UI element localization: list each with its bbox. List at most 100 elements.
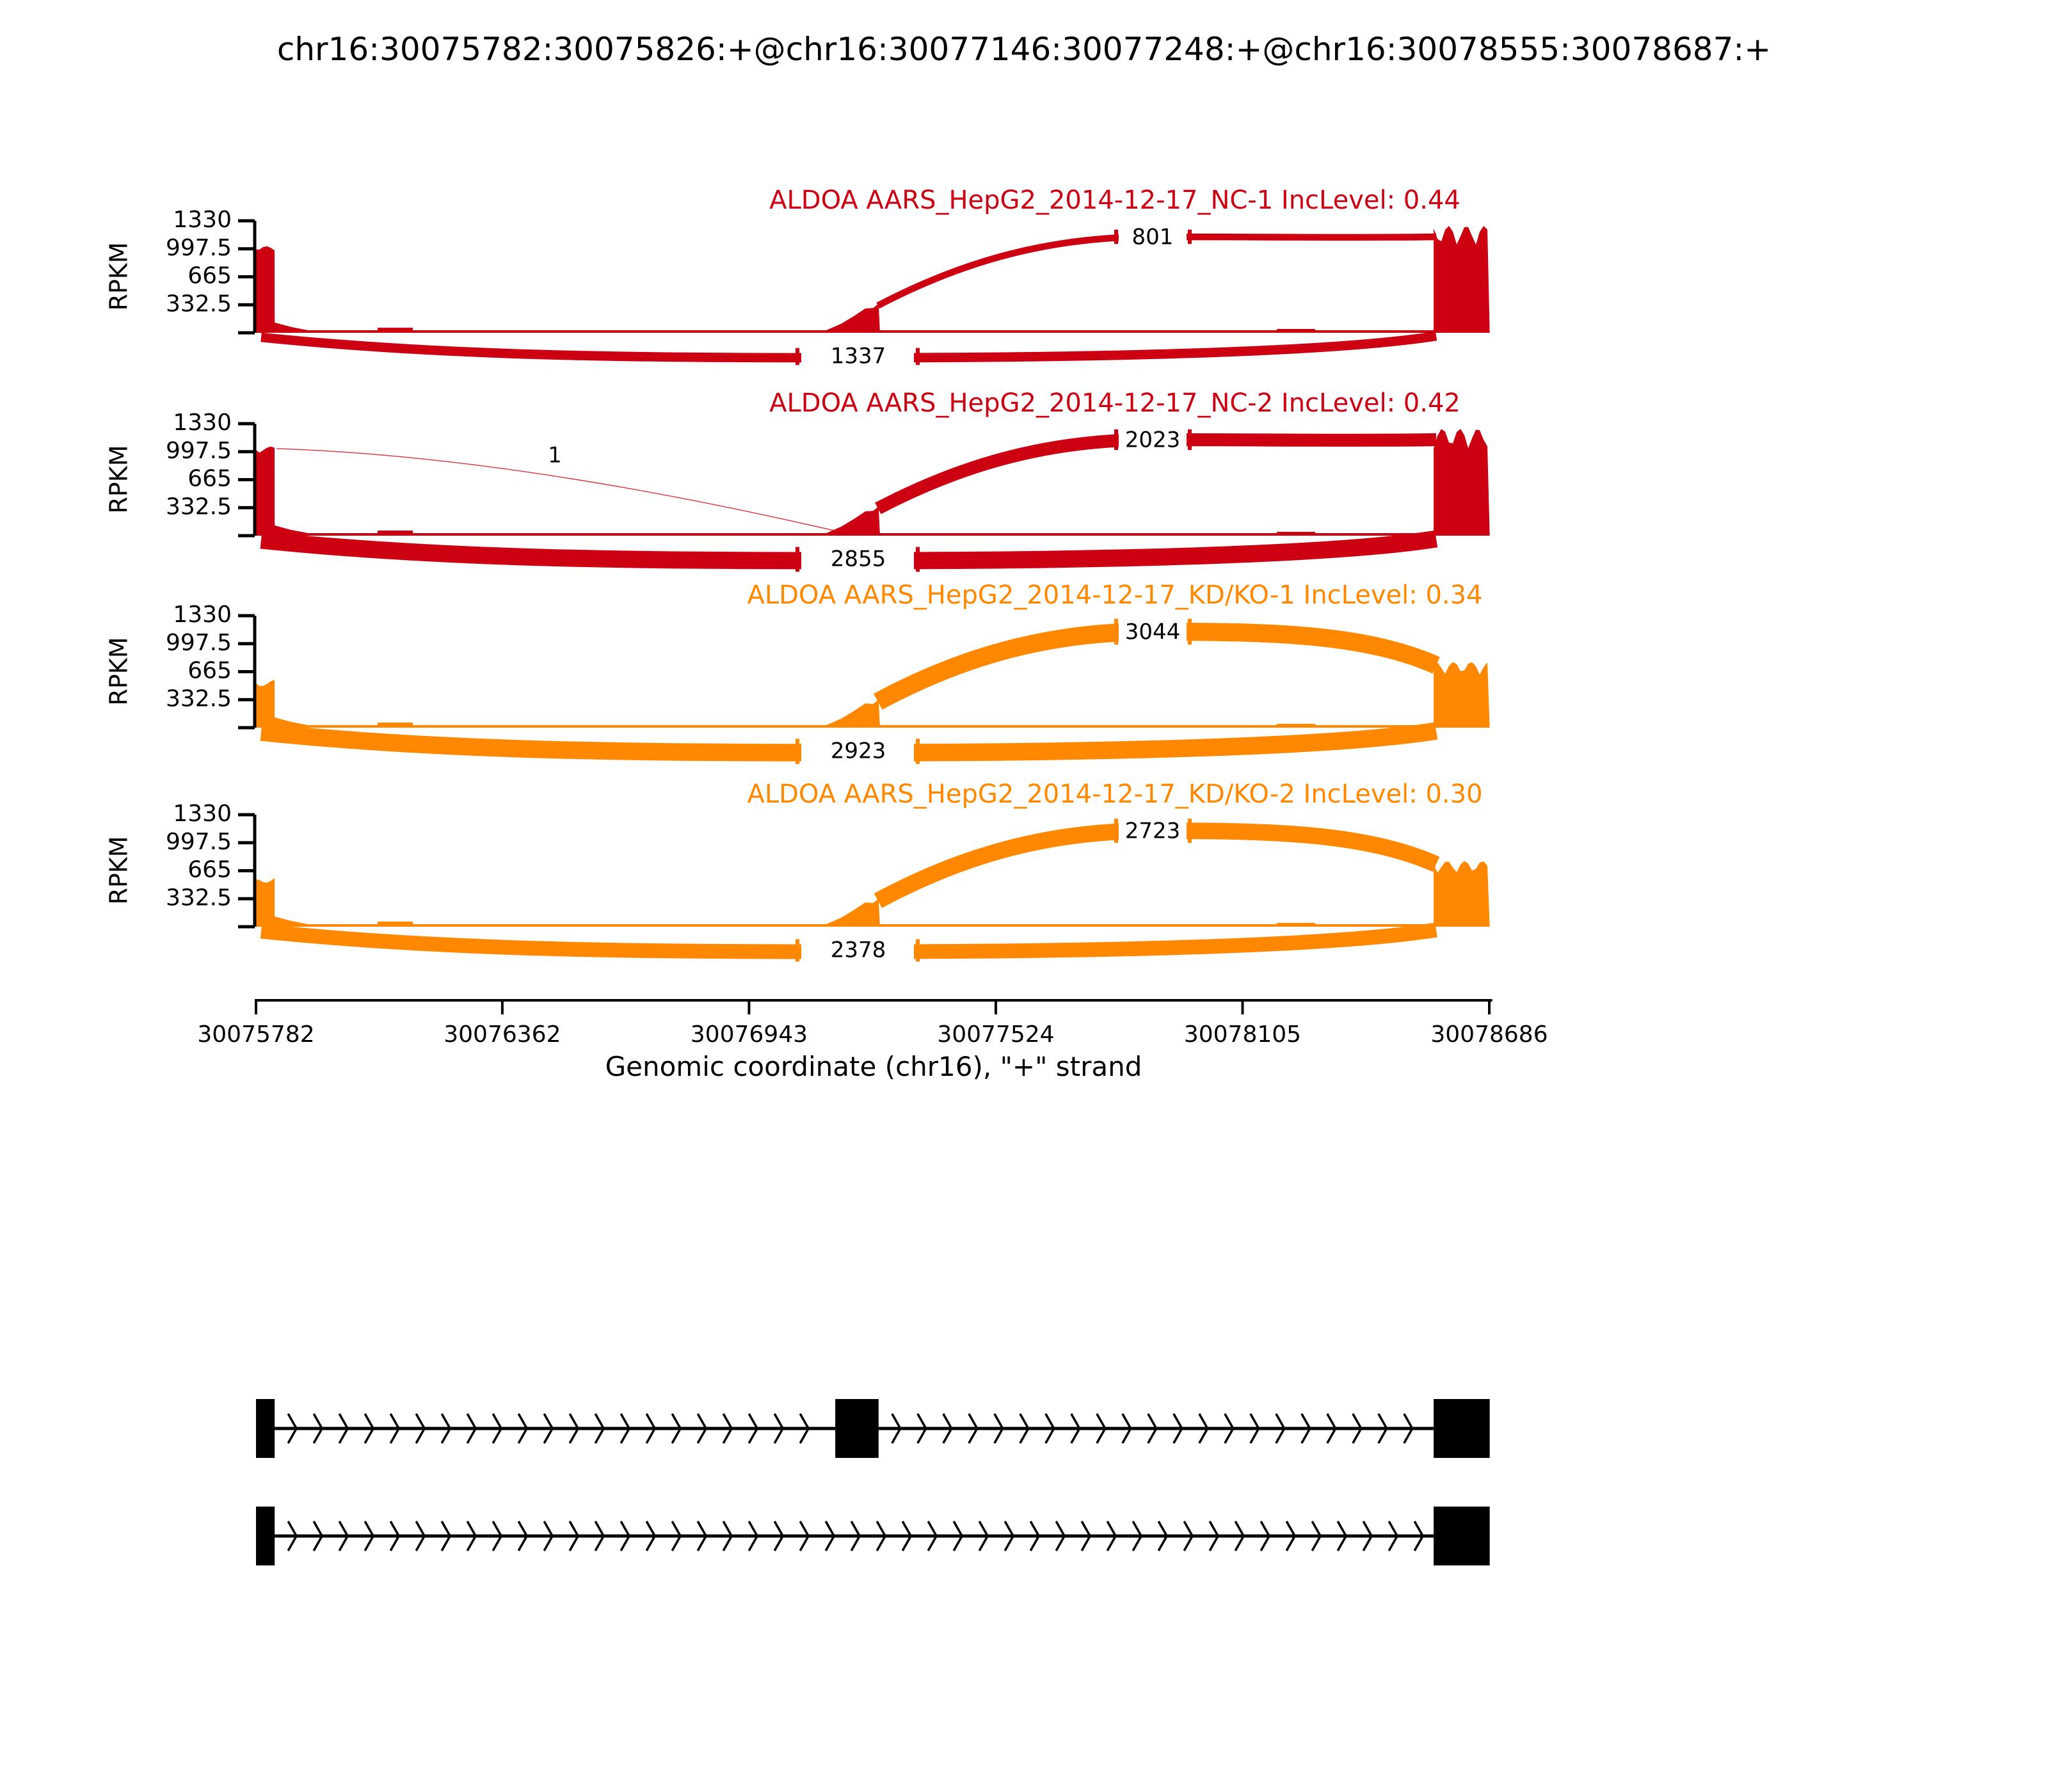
strand-arrow: [1234, 1521, 1245, 1551]
exon-box: [1434, 1399, 1490, 1458]
coverage-area: [256, 429, 1490, 536]
strand-arrow: [568, 1521, 580, 1551]
strand-arrow: [1070, 1413, 1081, 1444]
strand-arrow: [1249, 1413, 1260, 1444]
strand-arrow: [952, 1521, 964, 1551]
junction-band-edge: [796, 547, 799, 572]
coverage-area: [256, 861, 1490, 927]
junction-label-gap: [1119, 819, 1187, 843]
strand-arrow: [799, 1521, 810, 1551]
strand-arrow: [1080, 1521, 1092, 1551]
coverage-bump: [378, 531, 413, 536]
strand-arrow: [671, 1413, 682, 1444]
strand-arrow: [594, 1521, 605, 1551]
y-axis-label: RPKM: [105, 242, 133, 310]
strand-arrow: [927, 1521, 938, 1551]
gene-model: [256, 1399, 1490, 1565]
strand-arrow: [1377, 1413, 1388, 1444]
y-axis-label: RPKM: [105, 836, 133, 904]
strand-arrow: [1403, 1413, 1414, 1444]
junction-band-edge: [1114, 229, 1118, 244]
x-tick-label: 30076943: [691, 1021, 808, 1048]
strand-arrow: [645, 1413, 657, 1444]
strand-arrow: [620, 1521, 631, 1551]
strand-arrow: [440, 1521, 452, 1551]
strand-arrow: [1106, 1521, 1117, 1551]
junction-label-gap: [801, 939, 914, 962]
strand-arrow: [1157, 1521, 1169, 1551]
strand-arrow: [722, 1413, 733, 1444]
track-title: ALDOA AARS_HepG2_2014-12-17_NC-1 IncLeve…: [769, 186, 1460, 215]
junction-band-thin: [276, 448, 835, 531]
junction-label-gap: [801, 348, 914, 365]
strand-arrow: [1336, 1521, 1348, 1551]
strand-arrow: [916, 1413, 927, 1444]
strand-arrow: [1029, 1521, 1041, 1551]
exon-box: [256, 1399, 275, 1458]
strand-arrow: [978, 1521, 989, 1551]
junction-band-edge: [916, 547, 920, 572]
strand-arrow: [1352, 1413, 1363, 1444]
coverage-area: [256, 226, 1490, 333]
junction-band-edge: [1114, 819, 1118, 843]
strand-arrow: [1004, 1521, 1015, 1551]
strand-arrow: [415, 1413, 426, 1444]
strand-arrow: [876, 1521, 887, 1551]
junction-label-gap: [541, 441, 568, 470]
junction-count: 801: [1132, 225, 1174, 250]
coverage-bump: [1277, 724, 1315, 728]
strand-arrow: [696, 1521, 708, 1551]
junction-label-gap: [801, 739, 914, 764]
isoform-2: [256, 1507, 1490, 1565]
x-axis: 30075782 30076362 30076943 30077524 30078105…: [197, 999, 1548, 1048]
junction-band-edge: [1188, 618, 1192, 645]
y-tick-label: 332.5: [166, 291, 232, 317]
junction-band-edge: [916, 739, 920, 764]
y-tick-label: 997.5: [166, 829, 232, 855]
y-tick-label: 665: [188, 658, 232, 684]
junction-band-edge: [1188, 229, 1192, 244]
strand-arrow: [1172, 1413, 1183, 1444]
strand-arrow: [543, 1413, 554, 1444]
coverage-area: [256, 662, 1490, 728]
strand-arrow: [1311, 1521, 1322, 1551]
track-title: ALDOA AARS_HepG2_2014-12-17_KD/KO-2 IncL…: [747, 780, 1482, 809]
strand-arrow: [891, 1413, 902, 1444]
junction-count: 2923: [831, 739, 886, 764]
strand-arrow: [1019, 1413, 1030, 1444]
coverage-bump: [378, 723, 413, 728]
exon-box: [835, 1399, 879, 1458]
strand-arrow: [389, 1413, 401, 1444]
strand-arrow: [517, 1521, 529, 1551]
strand-arrow: [942, 1413, 953, 1444]
strand-arrow: [993, 1413, 1004, 1444]
y-tick-label: 1330: [173, 602, 232, 628]
junction-band-edge: [1188, 429, 1192, 451]
junction-count: 2378: [831, 938, 886, 963]
junction-count: 3044: [1125, 620, 1181, 645]
coverage-bump: [1277, 923, 1315, 927]
junction-count: 2723: [1125, 819, 1181, 844]
strand-arrow: [1121, 1413, 1132, 1444]
isoform-1: [256, 1399, 1490, 1458]
y-tick-label: 997.5: [166, 235, 232, 261]
strand-arrow: [543, 1521, 554, 1551]
y-tick-label: 665: [188, 466, 232, 492]
y-tick-label: 332.5: [166, 884, 232, 911]
strand-arrow: [364, 1521, 375, 1551]
strand-arrow: [824, 1521, 836, 1551]
y-tick-label: 332.5: [166, 493, 232, 520]
figure-title: chr16:30075782:30075826:+@chr16:30077146…: [276, 31, 1772, 68]
strand-arrow: [312, 1413, 324, 1444]
x-tick-label: 30076362: [444, 1021, 561, 1048]
strand-arrow: [440, 1413, 452, 1444]
strand-arrow: [287, 1521, 298, 1551]
y-tick-label: 1330: [173, 207, 232, 233]
strand-arrow: [620, 1413, 631, 1444]
strand-arrow: [1044, 1413, 1055, 1444]
junction-band-edge: [1114, 618, 1118, 645]
strand-arrow: [492, 1521, 503, 1551]
strand-arrow: [568, 1413, 580, 1444]
